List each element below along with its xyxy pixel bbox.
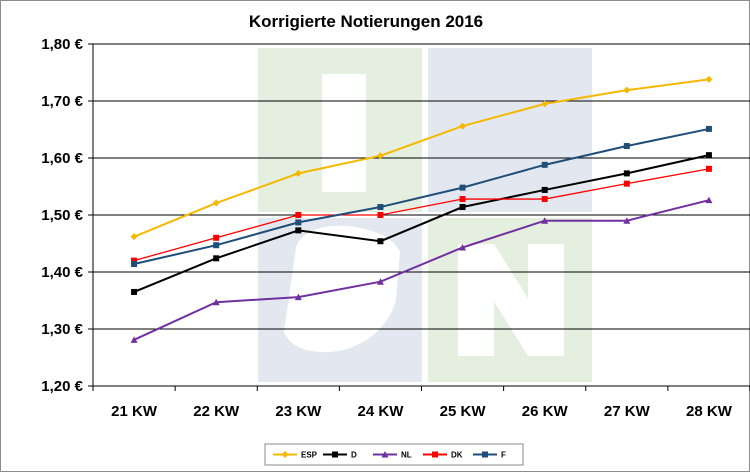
x-tick-label: 24 KW [358, 403, 405, 420]
data-point [541, 100, 549, 108]
chart-title: Korrigierte Notierungen 2016 [249, 12, 483, 31]
y-tick-label: 1,80 € [41, 36, 83, 53]
legend-item-dk: DK [423, 451, 463, 460]
data-point [332, 451, 338, 458]
data-point [131, 288, 138, 295]
x-axis-labels: 21 KW 22 KW 23 KW 24 KW 25 KW 26 KW 27 KW 28 KW [111, 403, 733, 420]
data-point [705, 125, 712, 132]
legend-item-esp: ESP [273, 451, 318, 460]
data-point [213, 255, 220, 262]
x-tick-label: 21 KW [111, 403, 158, 420]
series-esp [130, 75, 713, 241]
series-lines [130, 75, 713, 343]
series-d [131, 152, 712, 295]
y-axis-labels: 1,20 € 1,30 € 1,40 € 1,50 € 1,60 € 1,70 € 1,80… [41, 36, 83, 395]
series-line [133, 78, 710, 238]
series-line [133, 168, 710, 262]
data-point [377, 238, 384, 245]
data-point [432, 451, 438, 458]
series-dk [131, 165, 712, 264]
data-point [623, 143, 630, 150]
data-point [623, 217, 631, 224]
data-point [131, 261, 138, 268]
data-point [130, 233, 138, 241]
data-point [459, 243, 467, 251]
data-point [482, 451, 488, 458]
legend-item-f: F [473, 451, 506, 460]
x-tick-label: 28 KW [686, 403, 733, 420]
x-tick-label: 22 KW [193, 403, 240, 420]
data-point [541, 186, 548, 193]
series-line [133, 127, 710, 265]
data-point [623, 86, 631, 94]
y-tick-label: 1,20 € [41, 378, 83, 395]
y-tick-label: 1,50 € [41, 207, 83, 224]
data-point [541, 217, 549, 224]
x-tick-label: 25 KW [440, 403, 487, 420]
x-tick-label: 26 KW [522, 403, 569, 420]
y-tick-label: 1,70 € [41, 93, 83, 110]
legend-label: F [501, 451, 506, 460]
data-point [212, 199, 220, 207]
data-point [705, 165, 712, 172]
data-point [130, 336, 138, 343]
data-point [213, 234, 220, 241]
data-point [705, 196, 713, 204]
data-point [377, 212, 384, 218]
data-point [294, 169, 302, 177]
data-point [459, 196, 466, 203]
series-line [133, 199, 710, 341]
x-tick-label: 23 KW [275, 403, 322, 420]
data-point [377, 204, 384, 211]
data-point [541, 161, 548, 168]
data-point [295, 212, 302, 218]
series-f [131, 125, 712, 268]
data-point [295, 227, 302, 234]
data-point [705, 75, 713, 83]
data-point [459, 184, 466, 191]
legend-label: ESP [301, 451, 318, 460]
x-tick-label: 27 KW [604, 403, 651, 420]
legend-item-nl: NL [373, 451, 412, 460]
legend-item-d: D [323, 451, 357, 460]
series-line [133, 154, 710, 293]
data-point [623, 170, 630, 177]
isn-watermark-logo [258, 48, 592, 382]
gridlines [93, 43, 750, 330]
y-tick-label: 1,40 € [41, 264, 83, 281]
data-point [459, 204, 466, 211]
data-point [541, 196, 548, 203]
y-tick-label: 1,60 € [41, 150, 83, 167]
data-point [623, 180, 630, 187]
data-point [376, 152, 384, 160]
data-point [213, 242, 220, 249]
data-point [381, 451, 389, 458]
data-point [131, 257, 138, 264]
legend-label: NL [401, 451, 412, 460]
data-point [376, 278, 384, 285]
data-point [212, 298, 220, 306]
legend-label: DK [451, 451, 463, 460]
data-point [459, 122, 467, 130]
data-point [295, 219, 302, 226]
series-nl [130, 196, 713, 343]
data-point [281, 451, 289, 458]
data-point [294, 293, 302, 301]
axes [88, 43, 750, 391]
legend-label: D [351, 451, 357, 460]
data-point [705, 152, 712, 159]
legend: ESP D NL DK F [264, 443, 524, 466]
y-tick-label: 1,30 € [41, 321, 83, 338]
